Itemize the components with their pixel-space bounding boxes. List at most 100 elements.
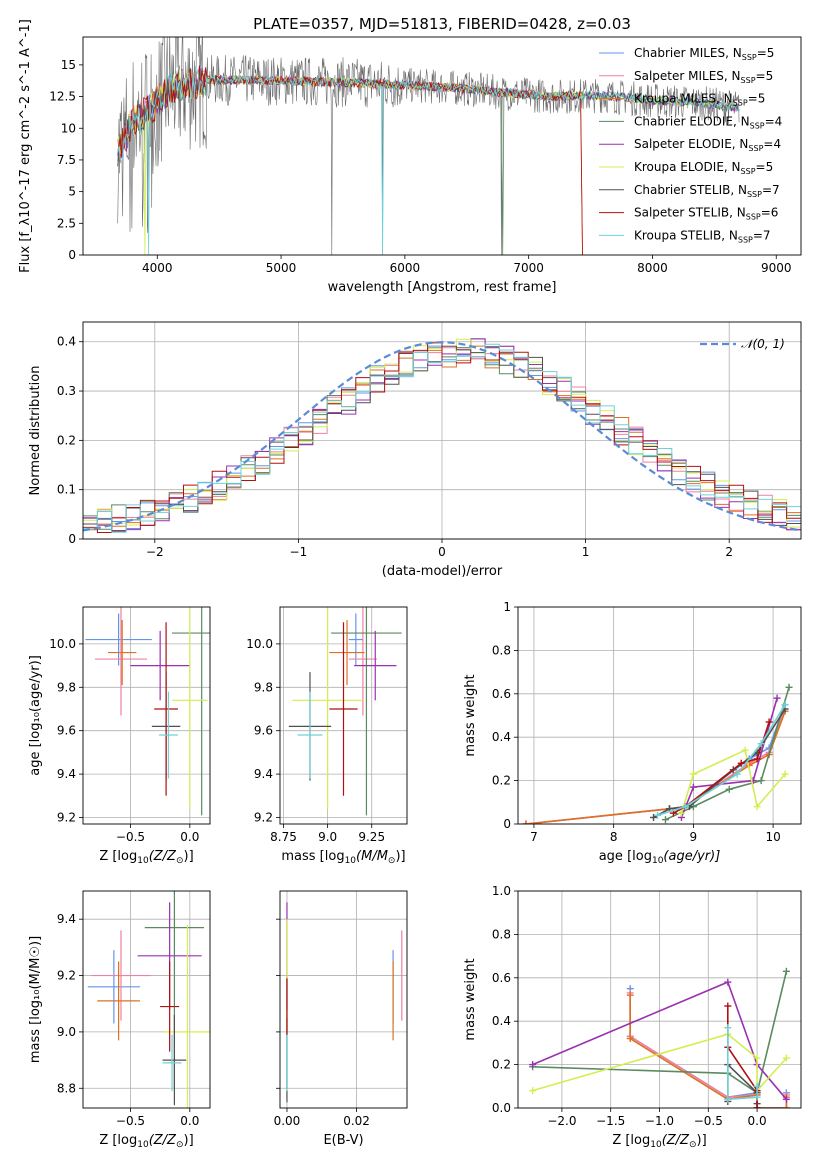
errorbar-point [329,620,365,686]
y-tick-label: 9.4 [57,912,76,926]
legend-entry-text: Kroupa MILES, N [634,92,733,106]
x-axis-label-sub: 10 [345,856,357,866]
legend-entry: Salpeter STELIB, NSSP=6 [634,206,778,222]
series-marker [650,813,658,821]
x-tick-label: 0.0 [180,1114,199,1128]
y-tick-label: 9.8 [57,680,76,694]
series-marker [749,777,757,785]
legend-entry-sub: SSP [742,53,757,62]
y-tick-label: 0.6 [492,687,511,701]
x-tick-label: −1.0 [645,1114,674,1128]
panel-spectrum: 4000 5000 6000 7000 8000 9000 0 2.5 5 7.5 10 12.5 15… [18,19,802,295]
series-marker [725,785,733,793]
legend-entry: Kroupa MILES, NSSP=5 [634,92,765,108]
series-marker [522,820,530,824]
y-tick-label: 10.0 [246,637,273,651]
series-marker [765,718,773,726]
histogram-salpeter-stelib [83,342,801,533]
series-marker [753,1093,761,1101]
y-tick-label: 0.4 [492,730,511,744]
x-axis-label-part: )] [184,849,194,864]
y-tick-label: 0 [68,248,76,262]
x-axis-label-part: )] [395,849,405,864]
x-axis-label: Z [log10(Z/Z⊙)] [99,1133,193,1150]
legend-entry: Kroupa ELODIE, NSSP=5 [634,160,773,176]
x-tick-label: 0.00 [274,1114,301,1128]
legend-entry-text: =5 [757,46,775,60]
axes-frame [279,890,408,1109]
legend-entry-text: =6 [761,206,779,220]
y-axis-label: mass weight [463,958,478,1040]
series-marker [661,816,669,824]
y-tick-label: 7.5 [57,153,76,167]
legend-entry-text: =5 [756,69,774,83]
series-marker [529,1087,537,1095]
errorbar-point [172,607,210,816]
series-line-kroupa-miles [525,710,786,824]
legend-entry-text: =7 [753,228,771,242]
series-marker [724,1024,732,1032]
legend-entry-text: Chabrier STELIB, N [634,183,747,197]
series-marker [781,701,789,709]
y-tick-label: 1.0 [492,884,511,898]
legend-entry: 𝒩(0, 1) [741,337,785,351]
series-marker [741,746,749,754]
x-axis-label: wavelength [Angstrom, rest frame] [328,280,557,295]
errorbar-point [348,607,378,716]
x-tick-label: −0.5 [116,1114,145,1128]
y-tick-label: 9.2 [57,810,76,824]
series-marker [785,683,793,691]
x-tick-label: 5000 [266,261,297,275]
series-line-chabrier-stelib [653,708,786,819]
x-axis-label-part: )] [184,1133,194,1148]
plot-area [522,683,793,824]
x-axis-label: E(B-V) [323,1133,363,1148]
y-tick-label: 9.4 [254,767,273,781]
y-axis-label: mass weight [463,674,478,756]
y-tick-label: 0.4 [492,1014,511,1028]
errorbar-point [163,924,210,1108]
legend-entry-sub: SSP [741,76,756,85]
series-marker [724,978,732,986]
legend-entry-sub: SSP [747,190,762,199]
x-axis-label-part: Z [log [99,849,137,864]
axes-frame [279,606,408,825]
y-tick-label: 9.4 [57,767,76,781]
normal-reference-curve [83,341,801,532]
series-marker [782,1104,790,1108]
series-line-kroupa-elodie [680,749,786,814]
y-tick-label: 9.8 [254,680,273,694]
series-marker [773,694,781,702]
series-marker [724,1095,732,1103]
y-axis-label: age [log₁₀(age/yr)] [28,655,43,776]
errorbar-point [91,930,151,1021]
legend-entry-text: Salpeter ELODIE, N [634,137,748,151]
series-line-kroupa-stelib [727,1027,758,1101]
panel-age-vs-Z: −0.5 0.0 9.2 9.4 9.6 9.8 10.0 Z [log10(Z/Z⊙)] ag… [28,606,211,866]
axes-frame [82,606,211,825]
errorbar-point [94,607,148,716]
x-tick-label: 10 [765,830,780,844]
series-marker [626,991,634,999]
x-tick-label: 9 [690,830,698,844]
series-marker [654,811,662,819]
series-marker [753,1054,761,1062]
legend-entry-text: Salpeter STELIB, N [634,206,746,220]
axes-frame [517,606,802,825]
x-tick-label: 0.0 [180,830,199,844]
axes-frame [517,890,802,1109]
legend-entry-sub: SSP [750,121,765,130]
y-tick-label: 0.8 [492,927,511,941]
legend-entry-text: =4 [765,114,783,128]
series-marker [626,1035,634,1043]
series-marker [737,759,745,767]
figure-title: PLATE=0357, MJD=51813, FIBERID=0428, z=0… [253,15,631,33]
x-axis-label: Z [log10(Z/Z⊙)] [99,849,193,866]
x-axis-label-part: Z [log [99,1133,137,1148]
x-tick-label: −0.5 [694,1114,723,1128]
axes-frame [82,36,802,256]
panel-age-vs-mass: 8.75 9.0 9.25 9.2 9.4 9.6 9.8 10.0 mass [log10(M… [246,606,408,866]
series-marker [782,1095,790,1103]
series-marker [689,770,697,778]
